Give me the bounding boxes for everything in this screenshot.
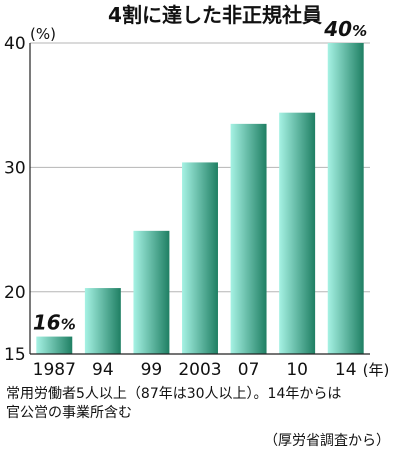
x-tick-label-94: 94 [92,360,114,380]
data-label-1987: 16% [33,311,76,335]
bar-94 [84,288,121,354]
bar-2003 [182,162,218,354]
y-tick-label-15: 15 [4,345,26,365]
y-tick-label-30: 30 [4,158,26,178]
y-tick-label-40: 40 [4,34,26,54]
x-tick-label-14: 14 [335,360,357,380]
bar-14 [327,43,364,354]
x-tick-label-99: 99 [141,360,163,380]
x-tick-label-1987: 1987 [33,360,76,380]
source-note: （厚労省調査から） [264,433,390,449]
x-tick-label-10: 10 [286,360,308,380]
x-axis-unit: (年) [363,361,390,379]
x-tick-label-2003: 2003 [178,360,221,380]
bar-07 [230,123,267,354]
chart-title: 4割に達した非正規社員 [108,3,322,27]
axes [29,43,370,355]
x-tick-label-07: 07 [238,360,260,380]
bar-10 [279,112,316,354]
bar-99 [133,230,170,354]
bar-1987 [36,336,73,354]
y-axis-unit: (%) [30,25,56,43]
labels: 15 20 30 40 (%) 1987 94 99 2003 07 10 14 (年) 16% 40% [4,17,389,380]
y-tick-label-20: 20 [4,283,26,303]
footnote-line-2: 官公営の事業所含む [6,405,132,421]
data-label-14: 40% [323,17,367,41]
footnote-line-1: 常用労働者5人以上（87年は30人以上）。14年からは [6,386,342,402]
bars [36,43,364,354]
